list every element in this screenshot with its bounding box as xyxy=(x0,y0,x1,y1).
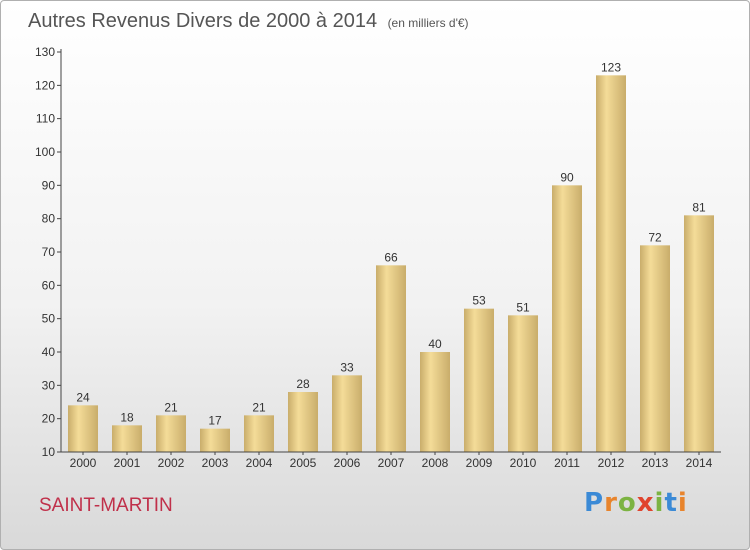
logo-letter: i xyxy=(677,488,688,518)
x-tick-label: 2000 xyxy=(70,456,97,470)
y-tick-label: 50 xyxy=(42,312,56,326)
chart-title: Autres Revenus Divers de 2000 à 2014 (en… xyxy=(28,10,469,33)
axes-group: 2000 2001 2002 2003 2004 2005 2006 2007 2008 2009… xyxy=(35,45,721,470)
bars-group: 24 18 21 17 21 28 33 66 40 53 51 90 123 72 81 xyxy=(68,60,714,453)
bar xyxy=(596,75,626,452)
bar xyxy=(376,265,406,452)
x-tick-label: 2009 xyxy=(466,456,493,470)
bar xyxy=(200,428,230,452)
x-tick-label: 2003 xyxy=(202,456,229,470)
chart-title-text: Autres Revenus Divers de 2000 à 2014 xyxy=(28,10,378,32)
y-tick-label: 30 xyxy=(42,378,56,392)
bar xyxy=(464,308,494,452)
logo-letter: i xyxy=(654,488,665,518)
y-tick-label: 40 xyxy=(42,345,56,359)
y-tick-label: 130 xyxy=(35,45,55,59)
logo-letter: o xyxy=(617,488,637,518)
x-tick-label: 2008 xyxy=(422,456,449,470)
logo-letter: t xyxy=(664,488,678,518)
y-tick-label: 60 xyxy=(42,278,56,292)
y-tick-label: 120 xyxy=(35,78,55,92)
bar xyxy=(112,425,142,452)
x-tick-label: 2013 xyxy=(642,456,669,470)
y-tick-label: 10 xyxy=(42,445,56,459)
bar xyxy=(288,392,318,452)
y-tick-label: 90 xyxy=(42,178,56,192)
x-tick-label: 2006 xyxy=(334,456,361,470)
bar xyxy=(684,215,714,452)
bar-value-label: 81 xyxy=(692,200,706,214)
bar-value-label: 90 xyxy=(560,170,574,184)
bar-value-label: 72 xyxy=(648,230,662,244)
x-tick-label: 2004 xyxy=(246,456,273,470)
bar-value-label: 33 xyxy=(340,360,354,374)
proxiti-logo: Proxiti xyxy=(584,488,688,518)
bar xyxy=(332,375,362,452)
bar-value-label: 21 xyxy=(164,400,178,414)
bar-value-label: 21 xyxy=(252,400,266,414)
bar xyxy=(420,352,450,452)
bar-value-label: 17 xyxy=(208,414,222,428)
x-tick-label: 2014 xyxy=(686,456,713,470)
x-tick-label: 2007 xyxy=(378,456,405,470)
bar-value-label: 28 xyxy=(296,377,310,391)
x-tick-label: 2005 xyxy=(290,456,317,470)
y-tick-label: 80 xyxy=(42,212,56,226)
bar-value-label: 40 xyxy=(428,337,442,351)
x-tick-label: 2010 xyxy=(510,456,537,470)
bar xyxy=(640,245,670,452)
x-tick-label: 2002 xyxy=(158,456,185,470)
place-name: SAINT-MARTIN xyxy=(39,495,173,516)
logo-letter: P xyxy=(584,488,605,518)
y-tick-label: 70 xyxy=(42,245,56,259)
bar-value-label: 18 xyxy=(120,410,134,424)
bar xyxy=(508,315,538,452)
x-tick-label: 2011 xyxy=(554,456,580,470)
y-tick-label: 100 xyxy=(35,145,55,159)
x-tick-label: 2001 xyxy=(114,456,141,470)
bar-value-label: 24 xyxy=(76,390,90,404)
chart-unit-label: (en milliers d'€) xyxy=(387,16,469,30)
bar xyxy=(156,415,186,452)
bar-value-label: 123 xyxy=(601,60,621,74)
bar xyxy=(244,415,274,452)
x-tick-label: 2012 xyxy=(598,456,625,470)
bar-value-label: 66 xyxy=(384,250,398,264)
bar-value-label: 53 xyxy=(472,294,486,308)
y-tick-label: 110 xyxy=(36,112,55,126)
bar xyxy=(552,185,582,453)
logo-letter: r xyxy=(604,488,618,518)
logo-letter: x xyxy=(636,488,655,518)
bar xyxy=(68,405,98,452)
bar-value-label: 51 xyxy=(516,300,530,314)
y-tick-label: 20 xyxy=(42,412,56,426)
